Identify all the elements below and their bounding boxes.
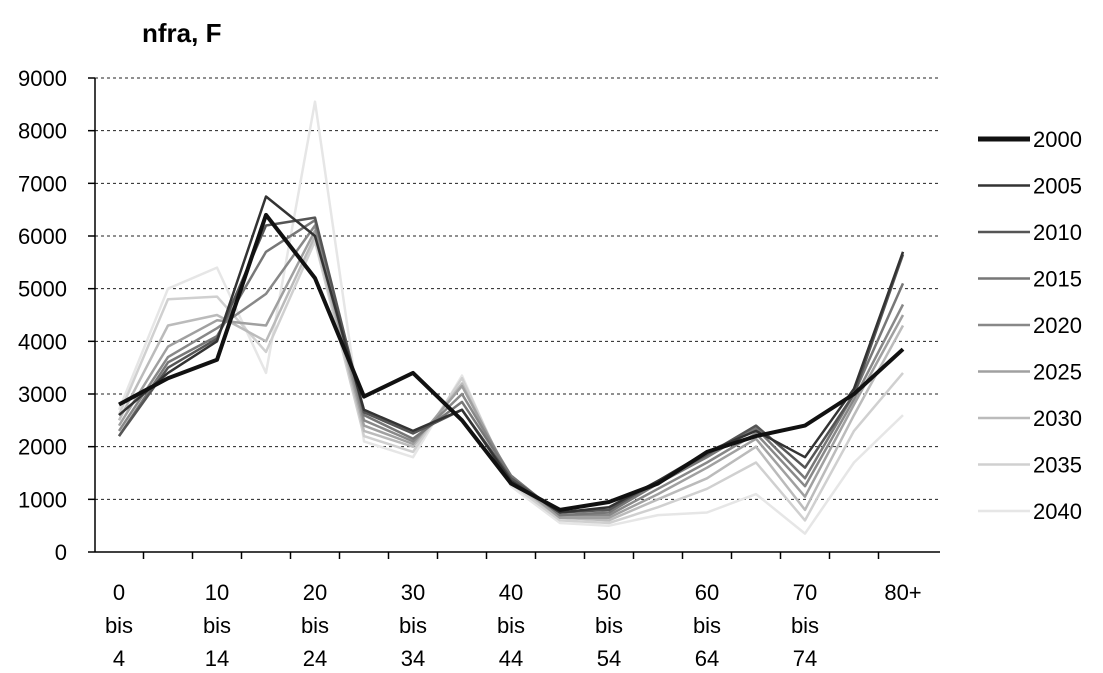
series-lines [117, 100, 905, 535]
x-tick-label: bis [791, 613, 819, 638]
series-line-2010 [117, 216, 905, 514]
x-tick-label: 24 [303, 646, 327, 671]
y-tick-label: 4000 [18, 329, 67, 354]
y-tick-label: 8000 [18, 119, 67, 144]
x-tick-label: 14 [205, 646, 229, 671]
legend-label-2015: 2015 [1033, 267, 1082, 292]
y-tick-label: 9000 [18, 66, 67, 91]
legend-label-2025: 2025 [1033, 360, 1082, 385]
x-tick-label: 64 [695, 646, 719, 671]
legend-label-2020: 2020 [1033, 313, 1082, 338]
x-tick-label: 80+ [884, 580, 921, 605]
x-tick-label: 40 [499, 580, 523, 605]
x-tick-label: bis [595, 613, 623, 638]
x-tick-label: 54 [597, 646, 621, 671]
x-tick-label: bis [203, 613, 231, 638]
series-line-2015 [117, 218, 905, 517]
x-tick-label: 20 [303, 580, 327, 605]
x-tick-label: 4 [113, 646, 125, 671]
series-line-2040 [117, 100, 904, 535]
x-tick-label: 74 [793, 646, 817, 671]
y-tick-label: 3000 [18, 382, 67, 407]
y-axis: 0 1000 2000 3000 4000 5000 6000 7000 8000 9000 [18, 66, 96, 565]
y-tick-label: 1000 [18, 487, 67, 512]
x-tick-label: 44 [499, 646, 523, 671]
y-tick-label: 5000 [18, 277, 67, 302]
y-tick-label: 2000 [18, 435, 67, 460]
legend-label-2040: 2040 [1033, 499, 1082, 524]
x-axis: 0 bis 4 10 bis 14 20 bis 24 30 bis 34 40 bis 44 50 bis 54… [95, 551, 940, 671]
y-tick-label: 6000 [18, 224, 67, 249]
chart-title: nfra, F [142, 18, 221, 48]
x-tick-label: bis [497, 613, 525, 638]
x-tick-label: bis [693, 613, 721, 638]
y-tick-label: 7000 [18, 171, 67, 196]
series-line-2000 [118, 212, 905, 512]
x-tick-label: 70 [793, 580, 817, 605]
grid-lines [95, 77, 940, 500]
legend-label-2010: 2010 [1033, 220, 1082, 245]
x-tick-label: bis [301, 613, 329, 638]
legend-label-2030: 2030 [1033, 406, 1082, 431]
x-tick-label: 50 [597, 580, 621, 605]
x-tick-label: bis [105, 613, 133, 638]
legend-label-2005: 2005 [1033, 174, 1082, 199]
legend-label-2035: 2035 [1033, 453, 1082, 478]
x-tick-label: 34 [401, 646, 425, 671]
legend-label-2000: 2000 [1033, 127, 1082, 152]
legend: 2000 2005 2010 2015 2020 2025 2030 2035 2040 [978, 127, 1082, 524]
x-tick-label: 0 [113, 580, 125, 605]
y-tick-label: 0 [55, 540, 67, 565]
x-tick-label: 30 [401, 580, 425, 605]
x-tick-label: 60 [695, 580, 719, 605]
x-tick-label: 10 [205, 580, 229, 605]
x-tick-label: bis [399, 613, 427, 638]
